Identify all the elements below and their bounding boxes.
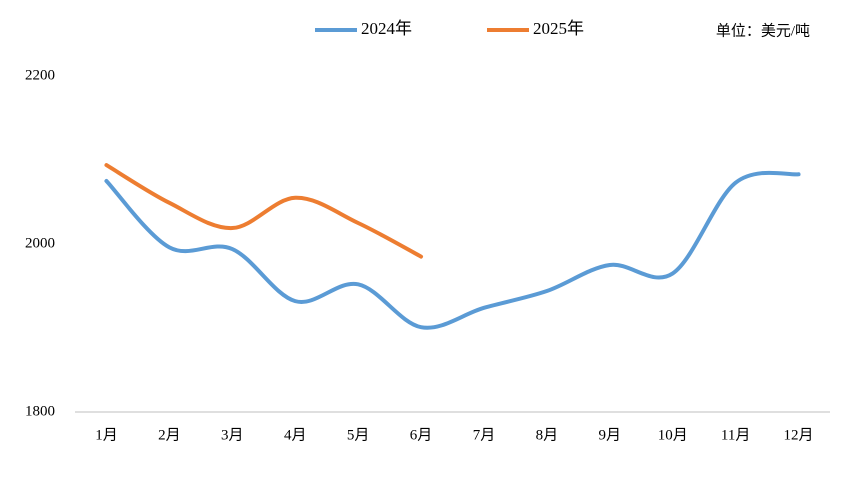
legend-label: 2024年 (361, 19, 412, 38)
x-tick-label: 12月 (784, 427, 814, 443)
x-tick-label: 8月 (536, 427, 559, 443)
x-tick-label: 1月 (95, 427, 118, 443)
x-tick-label: 5月 (347, 427, 370, 443)
y-tick-label: 2000 (25, 235, 55, 251)
x-tick-label: 4月 (284, 427, 307, 443)
x-tick-label: 7月 (473, 427, 496, 443)
series-line (104, 170, 801, 330)
series-line (104, 163, 424, 259)
y-tick-label: 1800 (25, 403, 55, 419)
unit-label: 单位：美元/吨 (716, 22, 810, 39)
x-tick-label: 6月 (410, 427, 433, 443)
y-tick-label: 2200 (25, 67, 55, 83)
legend-label: 2025年 (533, 19, 584, 38)
x-tick-label: 11月 (721, 427, 750, 443)
x-tick-label: 2月 (158, 427, 181, 443)
x-tick-label: 3月 (221, 427, 244, 443)
x-tick-label: 10月 (658, 427, 688, 443)
x-tick-label: 9月 (599, 427, 622, 443)
